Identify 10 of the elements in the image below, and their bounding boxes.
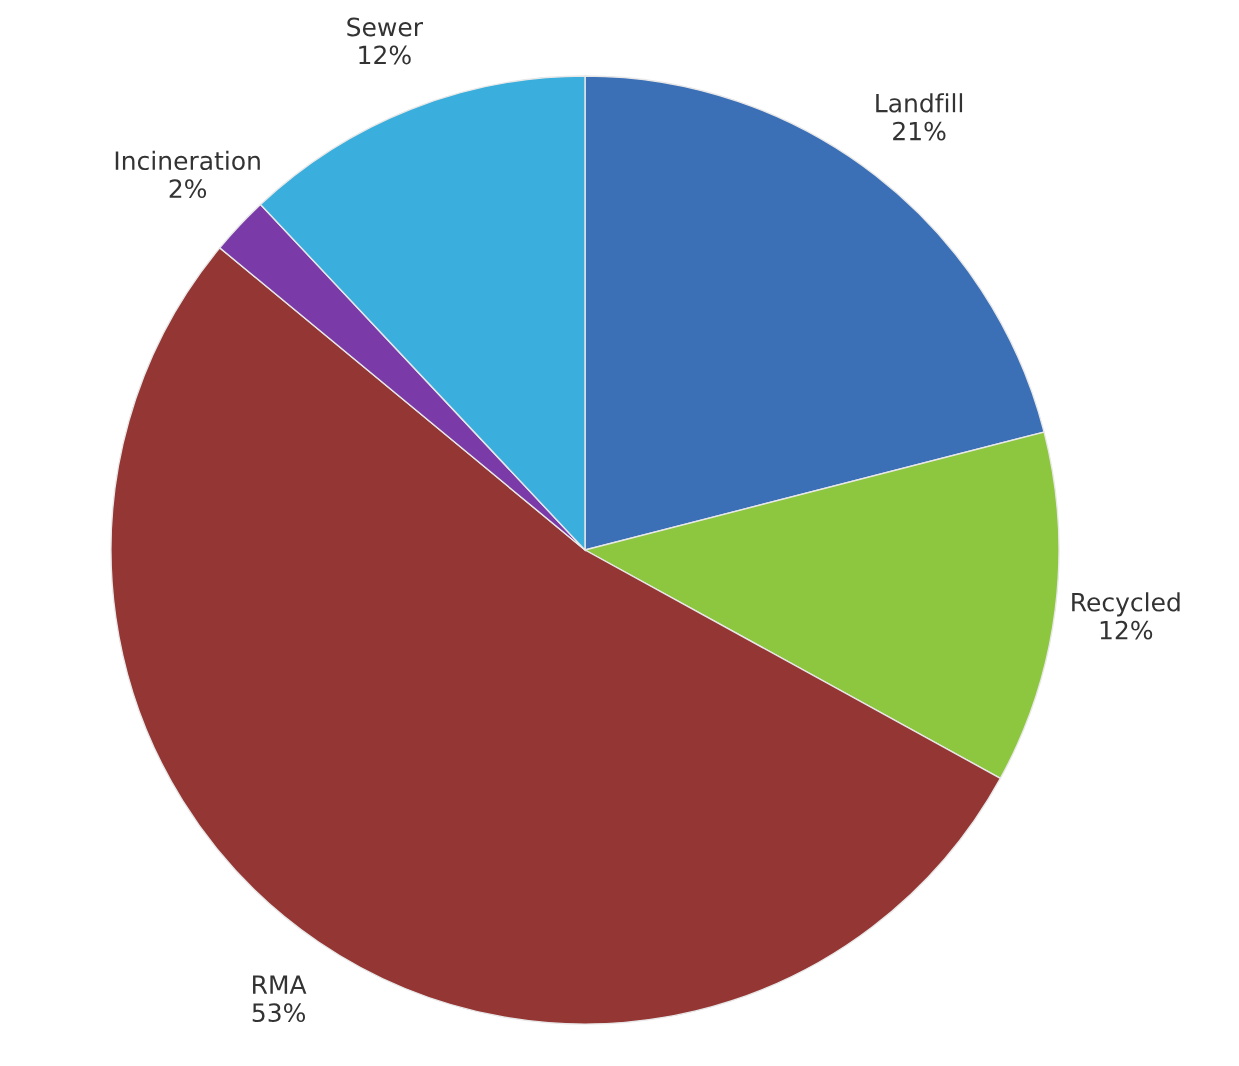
data-label: 53% xyxy=(252,1003,306,1023)
slice-label: Recycled xyxy=(1072,592,1180,617)
data-label: 2% xyxy=(169,179,207,199)
data-label: 12% xyxy=(359,45,411,65)
data-label: 12% xyxy=(1100,620,1153,640)
data-label: 21% xyxy=(893,121,946,141)
slice-label: RMA xyxy=(253,975,307,994)
slice-label: Landfill xyxy=(876,93,963,113)
slice-label: Incineration xyxy=(115,150,260,171)
slice-label: Sewer xyxy=(347,17,424,37)
